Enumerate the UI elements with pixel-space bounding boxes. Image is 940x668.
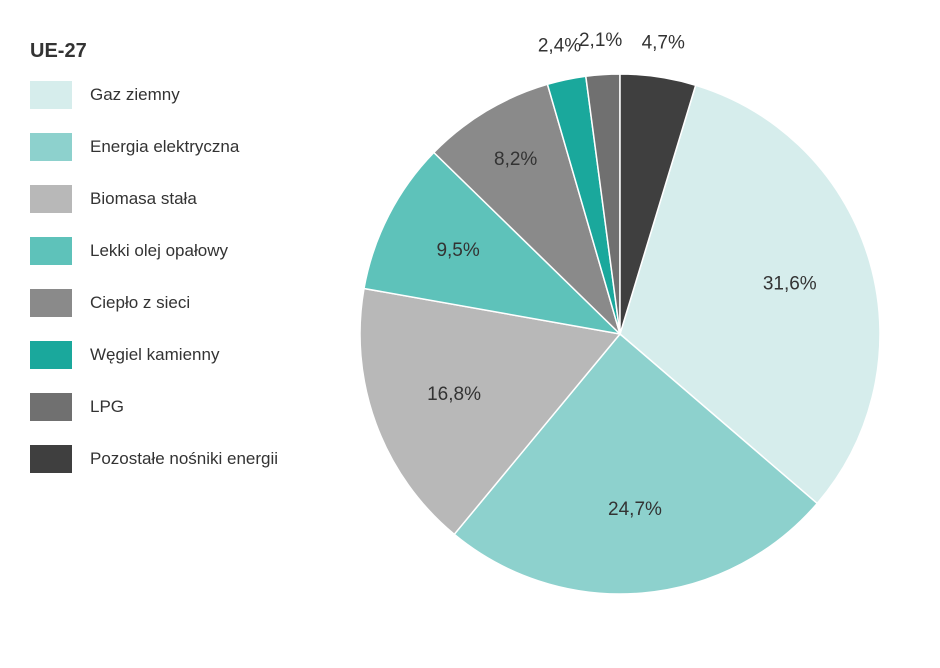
legend-label: Lekki olej opałowy <box>90 241 228 261</box>
legend-label: LPG <box>90 397 124 417</box>
slice-value-label: 31,6% <box>763 274 817 295</box>
legend-swatch <box>30 393 72 421</box>
pie-chart: 31,6% 24,7% 16,8% 9,5% 8,2% 2,4%2,1% 4,7% <box>320 14 940 654</box>
legend-swatch <box>30 341 72 369</box>
legend-title: UE-27 <box>30 40 320 63</box>
legend-item: Energia elektryczna <box>30 133 320 161</box>
chart-container: UE-27 Gaz ziemny Energia elektryczna Bioma… <box>0 0 940 668</box>
slice-value-label: 2,1% <box>579 30 622 51</box>
legend-label: Węgiel kamienny <box>90 345 219 365</box>
legend-label: Ciepło z sieci <box>90 293 190 313</box>
legend-swatch <box>30 237 72 265</box>
legend-swatch <box>30 289 72 317</box>
legend-swatch <box>30 185 72 213</box>
legend-label: Energia elektryczna <box>90 137 239 157</box>
legend-item: LPG <box>30 393 320 421</box>
legend-item: Biomasa stała <box>30 185 320 213</box>
legend-item: Ciepło z sieci <box>30 289 320 317</box>
legend-panel: UE-27 Gaz ziemny Energia elektryczna Bioma… <box>30 30 320 638</box>
legend-swatch <box>30 445 72 473</box>
slice-value-label: 2,4% <box>538 36 581 57</box>
slice-value-label: 24,7% <box>608 499 662 520</box>
legend-label: Pozostałe nośniki energii <box>90 449 278 469</box>
legend-item: Gaz ziemny <box>30 81 320 109</box>
legend-swatch <box>30 81 72 109</box>
pie-chart-panel: 31,6% 24,7% 16,8% 9,5% 8,2% 2,4%2,1% 4,7% <box>320 30 940 638</box>
slice-value-label: 9,5% <box>436 240 479 261</box>
slice-value-label: 8,2% <box>494 149 537 170</box>
legend-swatch <box>30 133 72 161</box>
slice-value-label: 4,7% <box>642 32 685 53</box>
slice-value-label: 16,8% <box>427 384 481 405</box>
legend-items: Gaz ziemny Energia elektryczna Biomasa sta… <box>30 81 320 473</box>
legend-item: Pozostałe nośniki energii <box>30 445 320 473</box>
legend-item: Węgiel kamienny <box>30 341 320 369</box>
legend-item: Lekki olej opałowy <box>30 237 320 265</box>
legend-label: Biomasa stała <box>90 189 197 209</box>
legend-label: Gaz ziemny <box>90 85 180 105</box>
